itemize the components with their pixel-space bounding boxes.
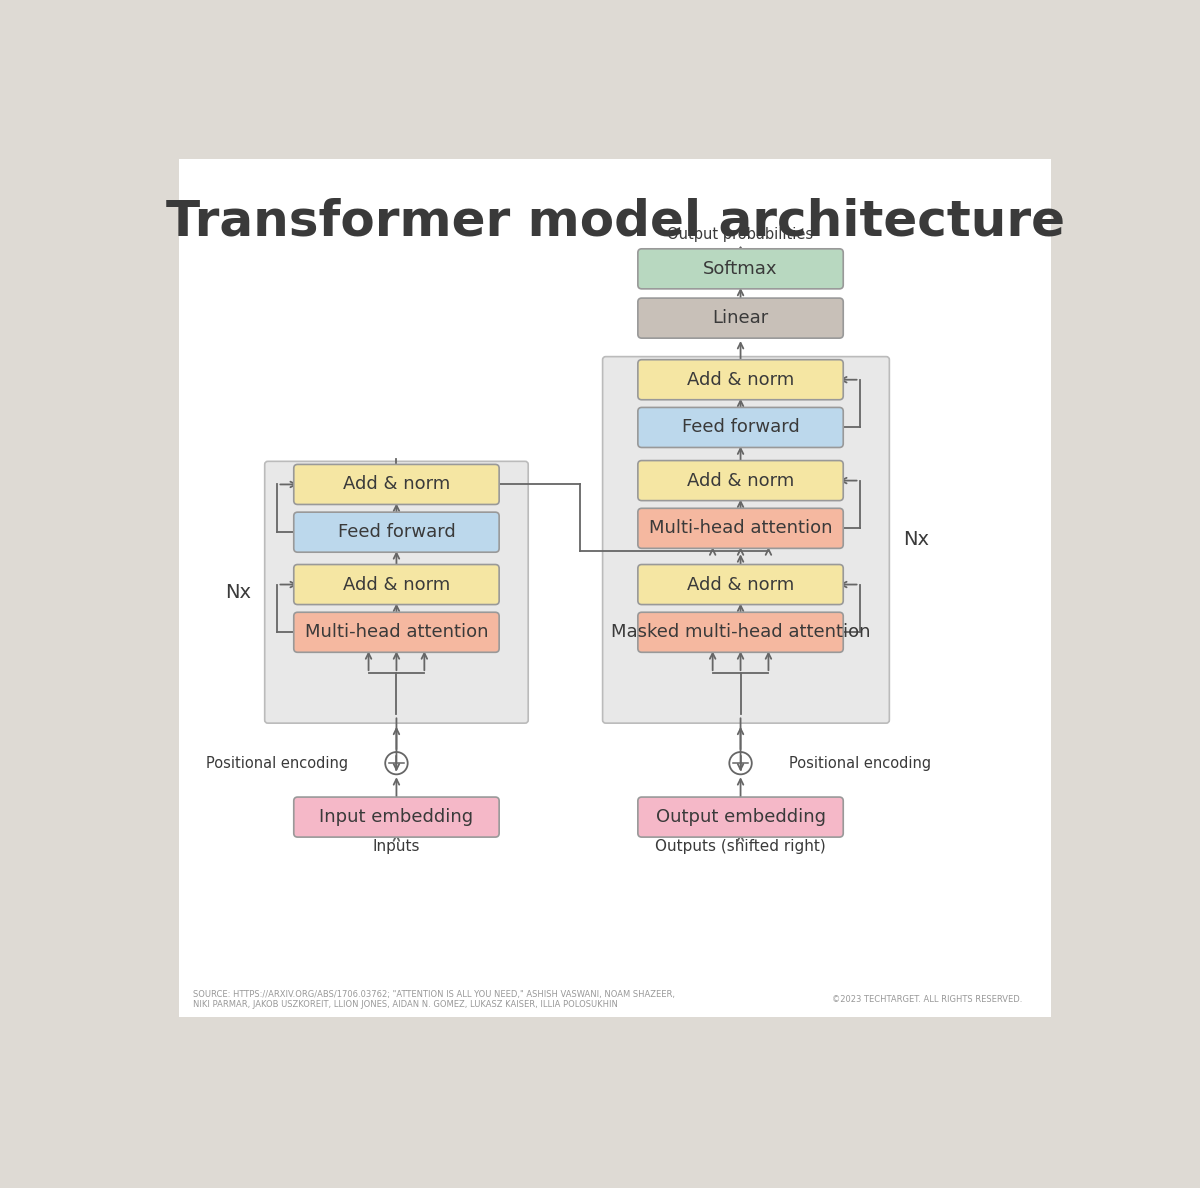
Text: Linear: Linear xyxy=(713,309,769,327)
FancyBboxPatch shape xyxy=(638,564,844,605)
FancyBboxPatch shape xyxy=(638,248,844,289)
Text: Add & norm: Add & norm xyxy=(686,472,794,489)
Text: Outputs (shifted right): Outputs (shifted right) xyxy=(655,839,826,854)
FancyBboxPatch shape xyxy=(294,465,499,505)
FancyBboxPatch shape xyxy=(638,797,844,838)
FancyBboxPatch shape xyxy=(638,612,844,652)
Text: Output embedding: Output embedding xyxy=(655,808,826,826)
Text: Masked multi-head attention: Masked multi-head attention xyxy=(611,624,870,642)
FancyBboxPatch shape xyxy=(294,612,499,652)
FancyBboxPatch shape xyxy=(638,461,844,500)
Text: Nx: Nx xyxy=(904,530,929,549)
Text: Softmax: Softmax xyxy=(703,260,778,278)
FancyBboxPatch shape xyxy=(294,512,499,552)
Text: Add & norm: Add & norm xyxy=(686,575,794,594)
Text: Add & norm: Add & norm xyxy=(686,371,794,388)
Text: Feed forward: Feed forward xyxy=(337,523,455,542)
Text: SOURCE: HTTPS://ARXIV.ORG/ABS/1706.03762; "ATTENTION IS ALL YOU NEED," ASHISH VA: SOURCE: HTTPS://ARXIV.ORG/ABS/1706.03762… xyxy=(193,990,674,1010)
FancyBboxPatch shape xyxy=(638,508,844,549)
Text: Output probabilities: Output probabilities xyxy=(667,227,814,242)
Text: Input embedding: Input embedding xyxy=(319,808,474,826)
FancyBboxPatch shape xyxy=(265,461,528,723)
FancyBboxPatch shape xyxy=(638,360,844,399)
Text: Add & norm: Add & norm xyxy=(343,575,450,594)
Text: Add & norm: Add & norm xyxy=(343,475,450,493)
Text: Feed forward: Feed forward xyxy=(682,418,799,436)
Text: Multi-head attention: Multi-head attention xyxy=(649,519,833,537)
FancyBboxPatch shape xyxy=(294,564,499,605)
Text: Nx: Nx xyxy=(224,583,251,602)
FancyBboxPatch shape xyxy=(638,407,844,448)
FancyBboxPatch shape xyxy=(294,797,499,838)
Text: Inputs: Inputs xyxy=(373,839,420,854)
FancyBboxPatch shape xyxy=(180,159,1050,1017)
FancyBboxPatch shape xyxy=(602,356,889,723)
Text: ©2023 TECHTARGET. ALL RIGHTS RESERVED.: ©2023 TECHTARGET. ALL RIGHTS RESERVED. xyxy=(832,996,1022,1004)
Text: Positional encoding: Positional encoding xyxy=(788,756,931,771)
Text: Transformer model architecture: Transformer model architecture xyxy=(166,198,1064,246)
Text: Positional encoding: Positional encoding xyxy=(206,756,348,771)
FancyBboxPatch shape xyxy=(638,298,844,339)
Text: Multi-head attention: Multi-head attention xyxy=(305,624,488,642)
